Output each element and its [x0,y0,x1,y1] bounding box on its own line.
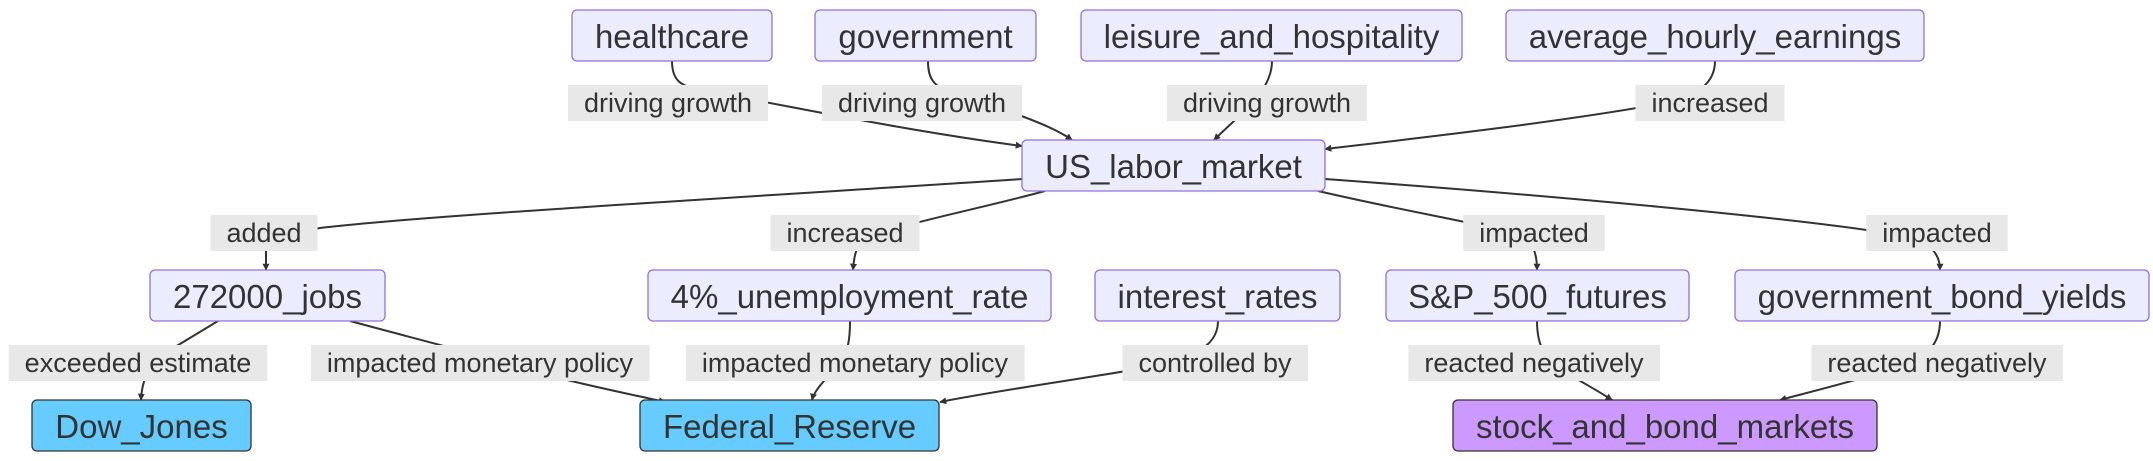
node-label: healthcare [595,18,749,55]
node-label: government [838,18,1012,55]
edge-label-jobs-to-dow: exceeded estimate [8,345,268,381]
node-box [1385,269,1690,322]
node-healthcare[interactable]: healthcare [571,9,773,62]
edge-label-text: driving growth [1183,88,1351,118]
edge-label-text: driving growth [838,88,1006,118]
node-leisure-and-hospitality[interactable]: leisure_and_hospitality [1080,9,1463,62]
edge-label-text: impacted [1882,218,1992,248]
nodes-layer: healthcare government leisure_and_hospital… [31,9,2150,452]
node-government-bond-yields[interactable]: government_bond_yields [1734,269,2150,322]
edge-label-text: impacted [1479,218,1589,248]
node-average-hourly-earnings[interactable]: average_hourly_earnings [1505,9,1925,62]
edge-label-background [1463,215,1605,251]
node-box [647,269,1052,322]
edge-label-background [1122,345,1309,381]
node-label: Federal_Reserve [663,408,916,445]
node-box [1452,399,1878,452]
node-box [1080,9,1463,62]
node-box [1505,9,1925,62]
edge-label-text: driving growth [584,88,752,118]
edge-label-labor-to-sp500: impacted [1463,215,1605,251]
node-label: leisure_and_hospitality [1104,18,1440,55]
edge-label-background [1811,345,2064,381]
edge-label-text: impacted monetary policy [327,348,634,378]
edge-label-background [310,345,650,381]
edge-label-labor-to-bonds: impacted [1866,215,2008,251]
node-government[interactable]: government [814,9,1037,62]
edge-labor-to-bonds [1324,178,1944,271]
node-box [149,269,386,322]
node-box [814,9,1037,62]
node-federal-reserve[interactable]: Federal_Reserve [639,399,940,452]
edge-label-labor-to-unemployment: increased [770,215,920,251]
node-s-p-500-futures[interactable]: S&P_500_futures [1385,269,1690,322]
node-box [1734,269,2150,322]
node-label: stock_and_bond_markets [1476,408,1854,445]
edge-label-background [770,215,920,251]
edge-label-text: increased [786,218,903,248]
edge-label-government-to-labor: driving growth [821,85,1023,121]
edge-label-text: exceeded estimate [25,348,252,378]
edge-label-background [210,215,318,251]
edge-label-unemployment-to-fed: impacted monetary policy [685,345,1025,381]
node-box [1021,139,1326,192]
edge-label-text: controlled by [1138,348,1292,378]
edge-label-background [821,85,1023,121]
node-box [1094,269,1341,322]
node-dow-jones[interactable]: Dow_Jones [31,399,252,452]
edge-label-text: added [226,218,301,248]
edge-label-background [567,85,769,121]
edge-label-healthcare-to-labor: driving growth [567,85,769,121]
node-272000-jobs[interactable]: 272000_jobs [149,269,386,322]
edge-interest-to-fed [939,320,1219,405]
edge-label-leisure-to-labor: driving growth [1166,85,1368,121]
node-label: 272000_jobs [173,278,362,315]
edge-label-earnings-to-labor: increased [1635,85,1785,121]
node-label: Dow_Jones [55,408,227,445]
node-box [571,9,773,62]
edge-labels-layer: driving growth driving growth driving grow… [8,85,2064,381]
edge-label-labor-to-jobs: added [210,215,318,251]
edge-label-text: reacted negatively [1827,348,2047,378]
node-label: interest_rates [1118,278,1318,315]
edge-label-background [685,345,1025,381]
node-label: government_bond_yields [1758,278,2127,315]
node-box [639,399,940,452]
edge-label-text: reacted negatively [1424,348,1644,378]
node-label: US_labor_market [1045,148,1302,185]
node-4-unemployment-rate[interactable]: 4%_unemployment_rate [647,269,1052,322]
node-interest-rates[interactable]: interest_rates [1094,269,1341,322]
edge-label-jobs-to-fed: impacted monetary policy [310,345,650,381]
node-stock-and-bond-markets[interactable]: stock_and_bond_markets [1452,399,1878,452]
node-label: 4%_unemployment_rate [671,278,1029,315]
node-us-labor-market[interactable]: US_labor_market [1021,139,1326,192]
node-box [31,399,252,452]
edge-label-background [1166,85,1368,121]
edge-label-text: increased [1651,88,1768,118]
node-label: S&P_500_futures [1408,278,1667,315]
edge-label-background [1408,345,1661,381]
node-label: average_hourly_earnings [1529,18,1901,55]
edge-label-sp500-to-markets: reacted negatively [1408,345,1661,381]
edge-label-background [1866,215,2008,251]
edge-label-bonds-to-markets: reacted negatively [1811,345,2064,381]
edge-label-background [1635,85,1785,121]
edge-label-interest-to-fed: controlled by [1122,345,1309,381]
edge-label-background [8,345,268,381]
edge-label-text: impacted monetary policy [702,348,1009,378]
